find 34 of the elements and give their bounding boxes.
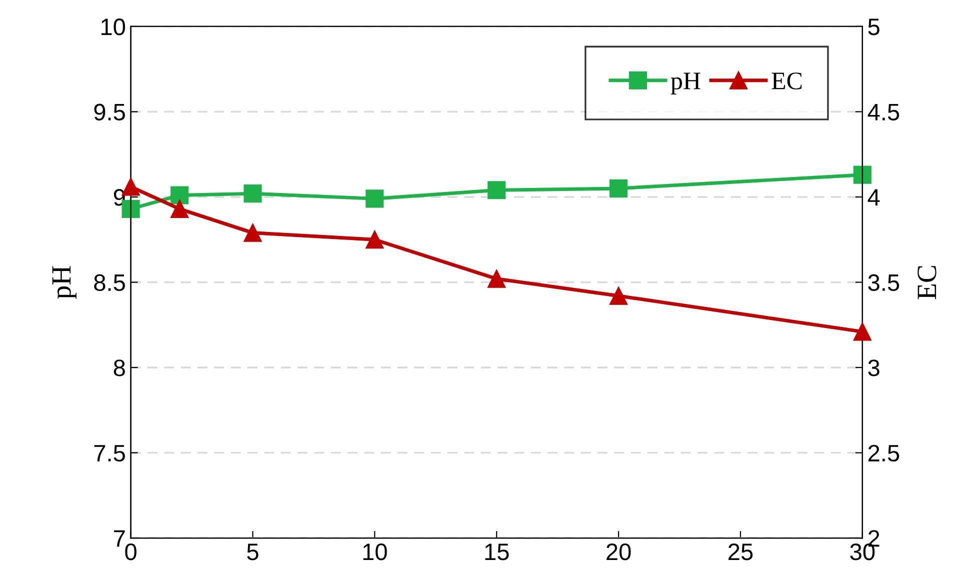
x-tick-label: 15 (485, 544, 509, 560)
y2-tick-label: 4.5 (868, 104, 900, 121)
y2-axis-title: EC (918, 266, 936, 300)
x-tick-label: 10 (363, 544, 387, 560)
point (488, 270, 506, 288)
point (244, 224, 262, 242)
y2-tick-label: 4 (868, 189, 880, 206)
point (853, 322, 872, 341)
y-tick-label: 9.5 (94, 104, 125, 121)
point (853, 166, 872, 184)
point (170, 200, 189, 218)
y-tick-label: 7.5 (94, 445, 125, 462)
point (366, 190, 384, 208)
legend-label: EC (772, 72, 802, 90)
y2-tick-label: 2.5 (868, 444, 900, 462)
y-tick-label: 10 (101, 18, 126, 36)
point (366, 230, 384, 249)
point (610, 286, 628, 305)
y2-tick-label: 3.5 (868, 274, 900, 292)
x-tick-label: 25 (728, 544, 753, 560)
y-tick-label: 8.5 (94, 274, 125, 292)
point (170, 186, 189, 204)
y-tick-label: 8 (114, 360, 125, 376)
y-axis-title: pH (52, 266, 76, 299)
y2-tick-label: 5 (868, 18, 880, 36)
point (488, 181, 506, 200)
point (610, 179, 628, 198)
x-tick-label: 5 (247, 544, 258, 560)
y-tick-label: 7 (114, 530, 125, 547)
x-tick-label: 0 (125, 544, 136, 560)
legend-label: pH (670, 72, 700, 94)
y2-tick-label: 3 (868, 360, 880, 376)
x-tick-label: 20 (606, 544, 631, 560)
point (244, 184, 262, 203)
